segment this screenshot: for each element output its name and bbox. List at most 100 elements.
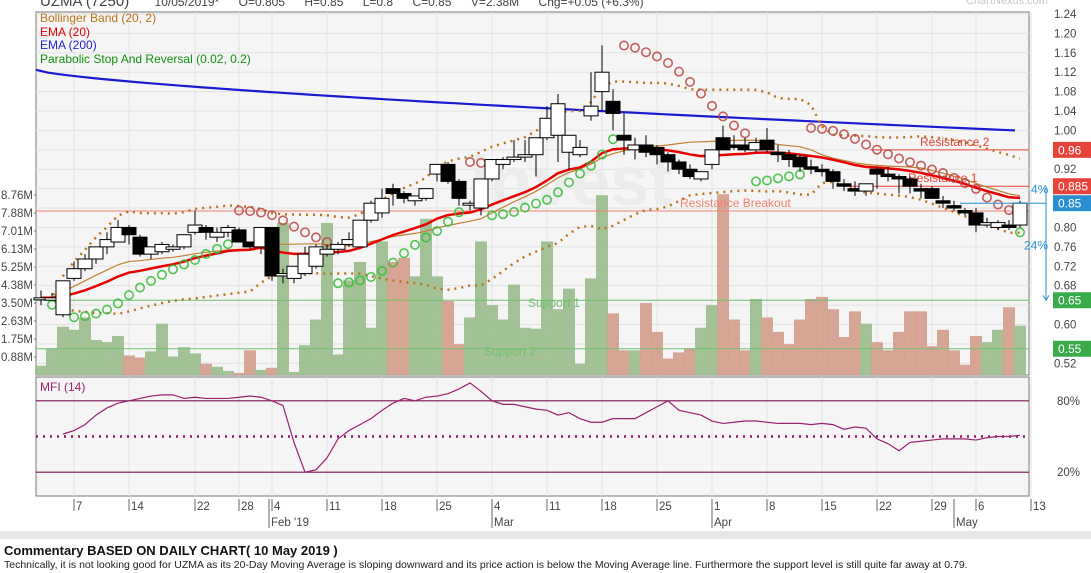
candle-body[interactable] (495, 159, 511, 165)
candle-body[interactable] (572, 146, 588, 156)
candle-body[interactable] (385, 188, 401, 195)
volume-bar (79, 317, 91, 375)
psar-dot (695, 88, 706, 99)
volume-bar (464, 317, 476, 375)
support-1-line-label: Support 1 (528, 296, 580, 310)
candle-body[interactable] (528, 137, 544, 156)
candle-body[interactable] (319, 248, 335, 255)
volume-bar (717, 194, 729, 375)
psar-dot (255, 207, 266, 218)
bollinger-mid-line (41, 139, 1021, 299)
volume-bar (607, 313, 619, 375)
candle-body[interactable] (374, 197, 390, 214)
candle-body[interactable] (891, 176, 907, 180)
candle-body[interactable] (869, 168, 885, 175)
candle-body[interactable] (957, 209, 973, 214)
commentary-body: Technically, it is not looking good for … (4, 559, 968, 571)
psar-dot (706, 100, 717, 111)
volume-axis-label: 5.25M (1, 262, 33, 274)
x-tick-label: 15 (824, 501, 837, 513)
candle-body[interactable] (968, 212, 984, 226)
legend-ema20: EMA (20) (40, 24, 91, 39)
psar-dot (91, 308, 102, 319)
volume-bar (970, 335, 982, 375)
month-label: Feb '19 (271, 517, 309, 529)
psar-dot (552, 187, 563, 198)
candle-body[interactable] (605, 100, 621, 114)
candle-body[interactable] (55, 280, 71, 316)
price-axis-label: 1.00 (1054, 125, 1076, 137)
candle-body[interactable] (770, 151, 786, 156)
candle-body[interactable] (594, 71, 610, 93)
candle-body[interactable] (165, 246, 181, 250)
candle-body[interactable] (902, 178, 918, 187)
volume-bar (321, 222, 333, 375)
candle-body[interactable] (121, 226, 137, 236)
price-axis-label: 1.04 (1054, 106, 1077, 118)
candle-body[interactable] (693, 171, 709, 180)
candle-body[interactable] (88, 246, 104, 260)
volume-bar (706, 305, 718, 375)
candle-body[interactable] (825, 171, 841, 182)
candle-body[interactable] (231, 229, 247, 243)
close-value: C=0.85 (412, 0, 452, 9)
psar-dot (871, 144, 882, 155)
x-tick-label: 25 (439, 501, 452, 513)
price-axis-label: 1.20 (1054, 28, 1076, 40)
candle-body[interactable] (858, 183, 874, 192)
legend-bollinger: Bollinger Band (20, 2) (40, 11, 157, 25)
commentary-title: Commentary BASED ON DAILY CHART( 10 May … (4, 543, 338, 558)
candle-body[interactable] (66, 268, 82, 279)
candle-body[interactable] (176, 234, 192, 248)
candle-body[interactable] (473, 178, 489, 209)
x-tick-label: 4 (274, 501, 281, 513)
candle-body[interactable] (671, 161, 687, 170)
candle-body[interactable] (198, 226, 214, 233)
volume-bar (343, 280, 355, 375)
candle-body[interactable] (803, 166, 819, 170)
candle-body[interactable] (77, 258, 93, 270)
candle-body[interactable] (880, 173, 896, 178)
candle-body[interactable] (704, 149, 720, 165)
candle-body[interactable] (352, 219, 368, 248)
candle-body[interactable] (759, 139, 775, 151)
volume-bar (167, 356, 179, 375)
candle-body[interactable] (616, 134, 632, 141)
candle-body[interactable] (792, 156, 808, 168)
volume-bar (926, 346, 938, 375)
candle-body[interactable] (946, 205, 962, 209)
candle-body[interactable] (814, 168, 830, 173)
candle-body[interactable] (451, 180, 467, 199)
candle-body[interactable] (517, 154, 533, 158)
candle-body[interactable] (99, 239, 115, 248)
volume-bar (860, 323, 872, 375)
candle-body[interactable] (935, 200, 951, 204)
candle-body[interactable] (440, 163, 456, 182)
candle-body[interactable] (330, 243, 346, 250)
psar-dot (618, 40, 629, 51)
candle-body[interactable] (715, 137, 731, 151)
volume-bar (772, 331, 784, 375)
candle-body[interactable] (836, 183, 852, 187)
candle-body[interactable] (209, 231, 225, 238)
volume-axis-label: 4.38M (1, 280, 33, 292)
candle-body[interactable] (550, 103, 566, 136)
candle-body[interactable] (660, 154, 676, 163)
volume-axis-label: 3.50M (1, 298, 33, 310)
price-axis-label: 1.16 (1054, 48, 1076, 60)
candle-body[interactable] (649, 146, 665, 156)
candle-body[interactable] (583, 105, 599, 117)
candle-body[interactable] (1001, 224, 1017, 228)
candle-body[interactable] (924, 188, 940, 199)
volume-bar (497, 319, 509, 375)
volume-bar (189, 353, 201, 375)
candle-body[interactable] (418, 188, 434, 199)
volume-bar (46, 348, 58, 375)
scroll-divider[interactable] (0, 531, 1091, 539)
candle-body[interactable] (1012, 202, 1028, 226)
volume-bar (563, 288, 575, 375)
candle-body[interactable] (264, 226, 280, 277)
candle-body[interactable] (506, 156, 522, 161)
volume-bar (68, 329, 80, 375)
